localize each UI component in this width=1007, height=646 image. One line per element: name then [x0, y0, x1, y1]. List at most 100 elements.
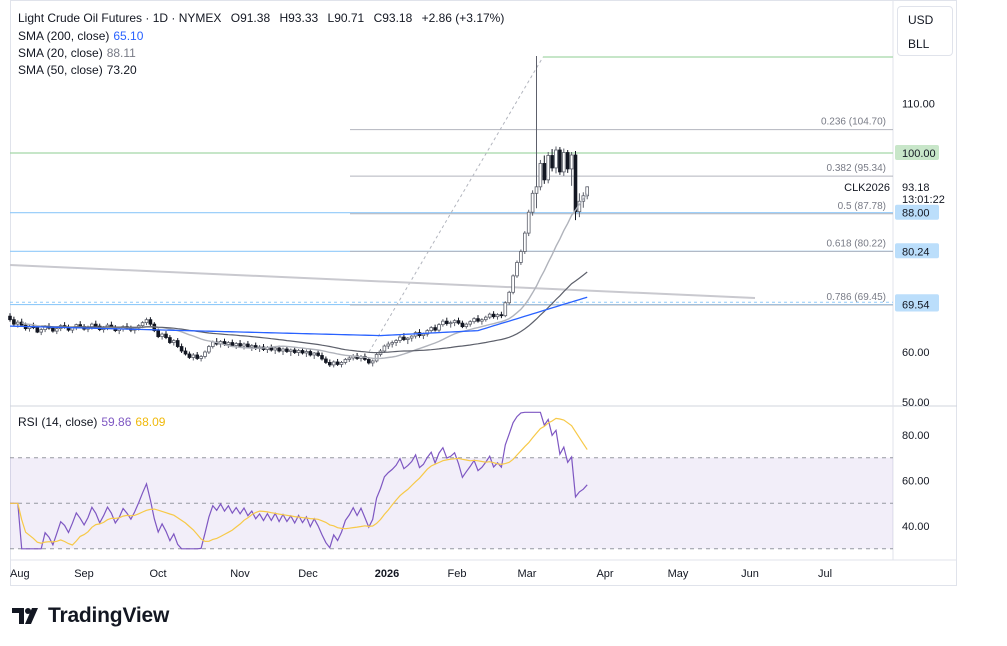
background-layer — [10, 0, 957, 560]
rsi-legend[interactable]: RSI (14, close) 59.86 68.09 — [18, 415, 165, 429]
candle — [199, 354, 203, 362]
candle-body — [168, 337, 172, 343]
currency-label: USD — [908, 13, 934, 27]
candle — [487, 312, 492, 320]
candle-body — [187, 353, 192, 358]
candle — [19, 318, 24, 326]
candle — [331, 360, 336, 368]
price-badge[interactable] — [895, 296, 939, 312]
price-badge[interactable] — [895, 204, 939, 220]
candle — [448, 320, 453, 328]
currency-unit-selector[interactable]: USD BLL — [897, 6, 953, 56]
candle — [573, 151, 578, 221]
candle — [160, 332, 164, 340]
indicator-legend-sma50[interactable]: SMA (50, close) 73.20 — [18, 63, 137, 77]
candle-body — [530, 192, 535, 213]
candle-body — [452, 320, 457, 324]
indicator-label: SMA (200, close) — [18, 29, 110, 43]
candle — [203, 350, 207, 359]
trend-line[interactable] — [9, 264, 756, 299]
candle — [312, 352, 316, 359]
indicator-legend-sma200[interactable]: SMA (200, close) 65.10 — [18, 29, 143, 43]
candle — [347, 355, 352, 362]
candle-body — [51, 327, 55, 332]
candle-body — [277, 347, 281, 352]
candle-body — [94, 323, 98, 327]
candle-body — [523, 232, 527, 252]
candle-body — [312, 352, 316, 356]
tradingview-logo[interactable]: TradingView — [12, 604, 169, 628]
candle — [195, 352, 200, 360]
fib-level-label: 0.236 (104.70) — [821, 117, 886, 128]
candle-body — [156, 330, 161, 337]
rsi-ma-value: 68.09 — [135, 415, 166, 429]
ohlc-high: H93.33 — [279, 11, 319, 25]
candle — [550, 149, 554, 172]
candle — [483, 315, 488, 322]
candle — [554, 146, 558, 174]
candle — [523, 231, 527, 254]
candle — [526, 209, 531, 237]
candle — [433, 324, 437, 332]
candle-body — [296, 350, 301, 353]
candle — [168, 335, 172, 345]
time-axis-tick: Aug — [10, 568, 30, 580]
last-price-label: 93.18 — [902, 182, 930, 194]
candle — [183, 347, 188, 356]
price-change: +2.86 (+3.17%) — [421, 11, 505, 25]
candle — [444, 317, 449, 326]
series-layer — [8, 55, 589, 550]
candle-body — [308, 351, 313, 356]
candle-body — [405, 337, 410, 340]
time-axis-tick: Jul — [818, 568, 832, 580]
fib-trend-line[interactable] — [368, 56, 544, 353]
candle-body — [288, 349, 293, 352]
candle — [148, 317, 153, 327]
candle — [242, 342, 246, 350]
time-axis-tick: Jun — [741, 568, 759, 580]
candle-body — [285, 348, 289, 352]
candle — [187, 351, 192, 359]
candle — [207, 345, 211, 354]
candle — [398, 334, 402, 344]
indicator-value: 73.20 — [106, 63, 137, 77]
time-axis-tick: 2026 — [375, 568, 399, 580]
candle-body — [246, 343, 250, 348]
candle — [8, 313, 12, 322]
candle — [534, 55, 539, 209]
ohlc-close: C93.18 — [373, 11, 413, 25]
candle — [480, 318, 484, 325]
time-axis-tick: Oct — [149, 568, 166, 580]
candle — [55, 327, 59, 335]
candle — [542, 155, 547, 184]
candle-body — [495, 314, 500, 318]
candle — [476, 315, 480, 323]
candle — [281, 347, 285, 355]
candle — [343, 357, 348, 365]
candle-body — [171, 340, 176, 343]
candle-body — [140, 322, 145, 327]
rsi-axis-tick: 40.00 — [902, 521, 930, 533]
candle-body — [507, 291, 511, 304]
candle — [429, 326, 433, 334]
candle — [179, 343, 184, 353]
candle — [503, 301, 508, 318]
candle — [394, 339, 398, 347]
candle-body — [487, 313, 492, 318]
rsi-ma-line — [10, 417, 588, 546]
candle — [374, 352, 379, 363]
candle-body — [444, 320, 449, 325]
candle — [585, 186, 589, 200]
candle — [27, 324, 32, 332]
price-badge-label: 80.24 — [902, 246, 930, 258]
candle — [308, 349, 313, 357]
candle — [405, 337, 410, 345]
price-badge[interactable] — [895, 145, 939, 160]
candle — [390, 340, 394, 348]
indicator-legend-sma20[interactable]: SMA (20, close) 88.11 — [18, 46, 136, 60]
candle — [409, 335, 414, 342]
price-axis-tick: 110.00 — [902, 98, 935, 110]
price-badge[interactable] — [895, 243, 939, 259]
candle-body — [546, 155, 550, 181]
